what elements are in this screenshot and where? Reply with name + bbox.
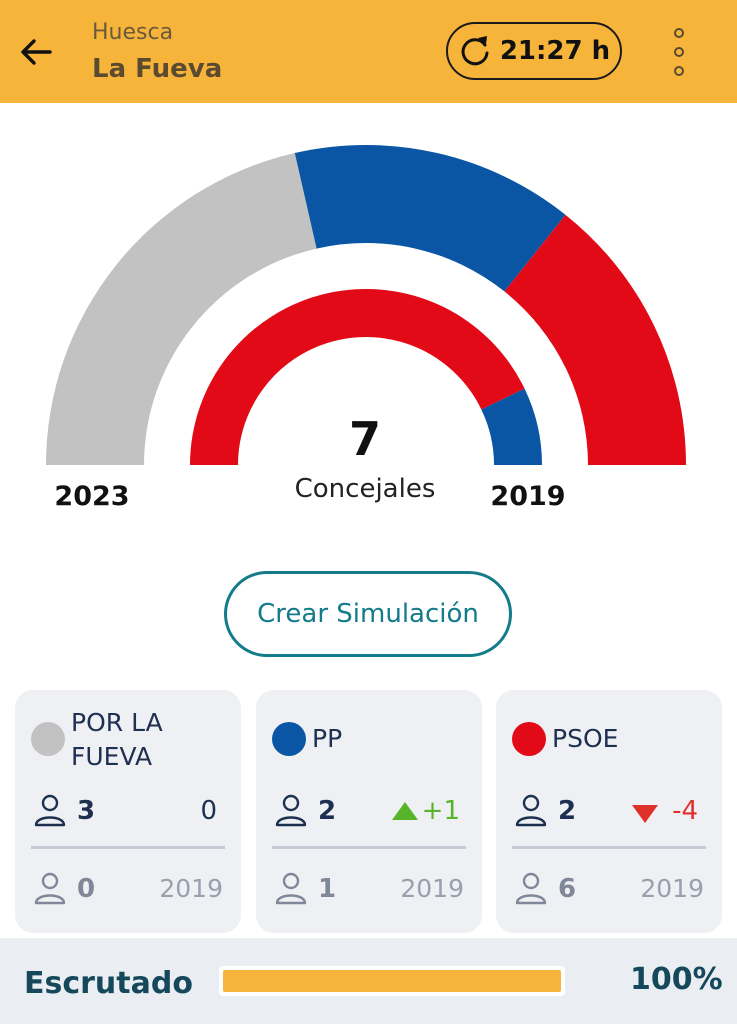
person-icon [515,794,547,827]
previous-year: 2019 [640,874,704,903]
scrutiny-progress-bar [219,966,565,996]
previous-year: 2019 [400,874,464,903]
previous-seats: 6 [558,874,577,904]
party-card-pp[interactable]: PP 2 +1 1 2019 [256,690,482,933]
previous-seats: 1 [318,874,337,904]
previous-year: 2019 [159,874,223,903]
arrow-down-icon [632,805,658,823]
segment-pp [481,388,542,465]
party-name: PSOE [552,724,619,753]
inner-ring-2019 [190,289,542,465]
create-simulation-button[interactable]: Crear Simulación [224,571,512,657]
province-label: Huesca [92,20,174,45]
outer-ring-2023 [46,145,686,465]
seat-diff: 0 [200,796,217,826]
app-header: Huesca La Fueva 21:27 h [0,0,737,103]
party-name: POR LA FUEVA [71,708,163,771]
party-color-dot [272,722,306,756]
update-time: 21:27 h [499,36,611,66]
person-icon [34,872,66,905]
arrow-up-icon [392,802,418,820]
outer-year-label: 2023 [54,481,129,512]
card-divider [272,846,466,849]
refresh-icon [461,36,489,66]
municipality-title: La Fueva [92,54,223,84]
total-seats: 7 [349,412,381,466]
segment-pp [294,145,566,292]
current-seats: 3 [77,796,96,826]
previous-seats: 0 [77,874,96,904]
segment-psoe [190,289,525,465]
arrow-left-icon [21,39,52,65]
seat-diff: -4 [672,796,698,826]
scrutiny-footer: Escrutado [0,938,737,1024]
card-divider [512,846,706,849]
party-card-psoe[interactable]: PSOE 2 -4 6 2019 [496,690,722,933]
scrutiny-percent: 100% [630,962,723,997]
scrutiny-label: Escrutado [24,966,193,1001]
progress-fill [223,970,561,992]
seats-caption: Concejales [295,474,436,504]
refresh-button[interactable]: 21:27 h [446,22,622,80]
seat-diff: +1 [421,796,460,826]
person-icon [275,794,307,827]
current-seats: 2 [558,796,577,826]
back-button[interactable] [18,34,54,70]
person-icon [34,794,66,827]
seats-chart: 7 Concejales 2023 2019 [0,103,737,543]
segment-por-la-fueva [46,153,317,465]
more-vertical-icon[interactable] [666,28,692,76]
person-icon [515,872,547,905]
party-card-por-la-fueva[interactable]: POR LA FUEVA 3 0 0 2019 [15,690,241,933]
party-color-dot [512,722,546,756]
current-seats: 2 [318,796,337,826]
party-name: PP [312,724,343,753]
inner-year-label: 2019 [490,481,565,512]
party-color-dot [31,722,65,756]
person-icon [275,872,307,905]
card-divider [31,846,225,849]
segment-psoe [504,214,686,465]
